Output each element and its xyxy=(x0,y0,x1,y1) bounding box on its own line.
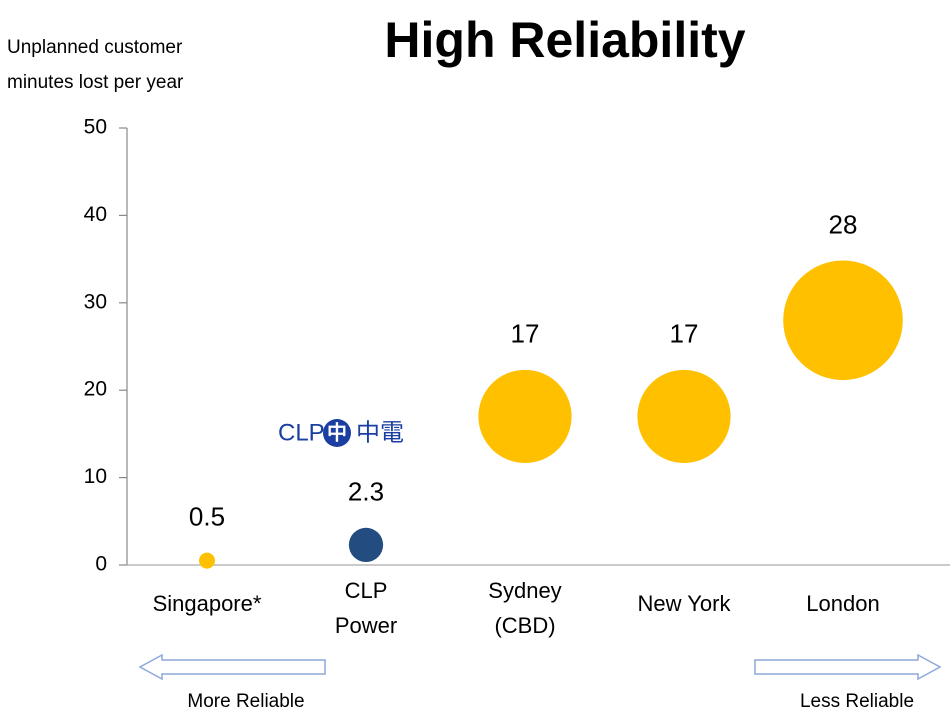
logo-mark: 中 xyxy=(327,420,347,444)
logo-icon xyxy=(323,419,351,447)
x-tick-label: CLP xyxy=(345,578,388,603)
y-tick-label: 10 xyxy=(84,465,107,488)
y-tick-label: 30 xyxy=(84,290,107,313)
y-tick-label: 20 xyxy=(84,378,107,401)
data-label: 17 xyxy=(670,319,699,349)
annotation: More Reliable xyxy=(187,691,304,712)
x-tick-label: Power xyxy=(335,613,397,638)
y-axis-label: Unplanned customer xyxy=(7,37,183,58)
bubble xyxy=(637,369,731,464)
bubble xyxy=(478,369,572,464)
data-label: 28 xyxy=(829,209,858,239)
logo-chinese: 中電 xyxy=(356,419,404,446)
logo-text: CLP xyxy=(278,419,325,446)
bubble xyxy=(348,527,384,563)
x-tick-label: (CBD) xyxy=(494,613,555,638)
y-tick-label: 50 xyxy=(84,116,107,139)
bubble xyxy=(783,260,903,381)
right-arrow xyxy=(754,653,942,681)
y-tick-label: 0 xyxy=(95,553,107,576)
data-label: 2.3 xyxy=(348,477,384,507)
chart-title: High Reliability xyxy=(384,12,745,68)
x-tick-label: London xyxy=(806,591,879,616)
bubble xyxy=(199,552,215,569)
data-label: 0.5 xyxy=(189,502,225,532)
x-tick-label: Sydney xyxy=(488,578,561,603)
x-tick-label: New York xyxy=(638,591,732,616)
left-arrow xyxy=(138,653,326,681)
y-axis-label: minutes lost per year xyxy=(7,72,184,93)
y-tick-label: 40 xyxy=(84,203,107,226)
x-tick-label: Singapore* xyxy=(153,591,262,616)
data-label: 17 xyxy=(511,319,540,349)
annotation: Less Reliable xyxy=(800,691,914,712)
